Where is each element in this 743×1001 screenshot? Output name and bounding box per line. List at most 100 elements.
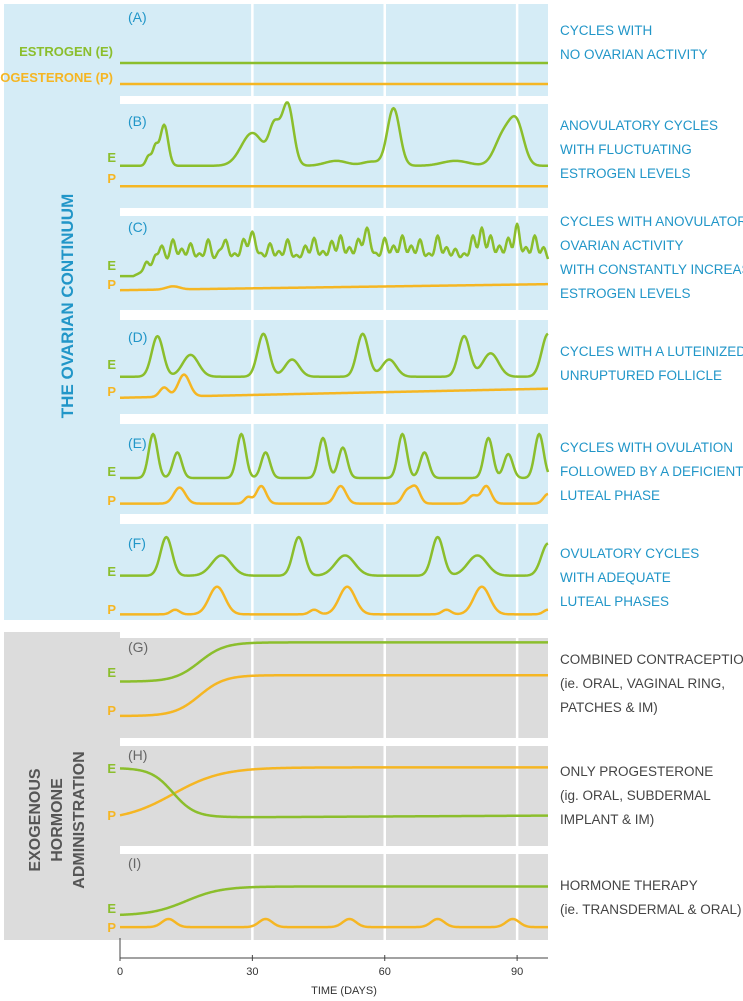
estrogen-line-c bbox=[119, 222, 550, 278]
progesterone-short-label: P bbox=[107, 808, 116, 823]
description-line: WITH FLUCTUATING bbox=[560, 142, 692, 157]
ovarian-group-band bbox=[4, 4, 120, 620]
description-line: (ig. ORAL, SUBDERMAL bbox=[560, 788, 711, 803]
description-line: NO OVARIAN ACTIVITY bbox=[560, 47, 708, 62]
progesterone-line-e bbox=[119, 484, 549, 505]
description-line: FOLLOWED BY A DEFICIENT bbox=[560, 464, 743, 479]
description-line: (ie. TRANSDERMAL & ORAL) bbox=[560, 902, 742, 917]
panel-description-c: CYCLES WITH ANOVULATORY OVARIAN ACTIVITY W… bbox=[560, 214, 743, 301]
panel-background bbox=[120, 216, 548, 310]
panel-letter-h: (H) bbox=[128, 747, 147, 763]
description-line: UNRUPTURED FOLLICLE bbox=[560, 368, 722, 383]
estrogen-line-h bbox=[119, 767, 549, 819]
panel-background bbox=[120, 746, 548, 846]
description-line: ESTROGEN LEVELS bbox=[560, 286, 691, 301]
panel-background bbox=[120, 638, 548, 738]
progesterone-line-i bbox=[119, 917, 549, 929]
x-tick-label: 30 bbox=[246, 966, 258, 978]
progesterone-short-label: P bbox=[107, 171, 116, 186]
description-line: LUTEAL PHASES bbox=[560, 594, 669, 609]
panel-letter-e: (E) bbox=[128, 435, 147, 451]
description-line: OVULATORY CYCLES bbox=[560, 546, 699, 561]
description-line: CYCLES WITH OVULATION bbox=[560, 440, 733, 455]
description-line: ESTROGEN LEVELS bbox=[560, 166, 691, 181]
estrogen-short-label: E bbox=[107, 564, 116, 579]
description-line: COMBINED CONTRACEPTION bbox=[560, 652, 743, 667]
description-line: WITH CONSTANTLY INCREASED bbox=[560, 262, 743, 277]
description-line: (ie. ORAL, VAGINAL RING, bbox=[560, 676, 725, 691]
panel-background bbox=[120, 320, 548, 414]
x-tick-label: 90 bbox=[511, 966, 523, 978]
estrogen-short-label: E bbox=[107, 150, 116, 165]
estrogen-line-g bbox=[119, 641, 549, 683]
panel-background bbox=[120, 104, 548, 208]
panel-letter-i: (I) bbox=[128, 855, 141, 871]
progesterone-line-f bbox=[119, 585, 549, 616]
legend-estrogen: ESTROGEN (E) bbox=[19, 44, 113, 59]
estrogen-line-b bbox=[119, 101, 549, 168]
exogenous-title-line: HORMONE bbox=[49, 778, 66, 862]
legend-progesterone: PROGESTERONE (P) bbox=[0, 70, 113, 85]
description-line: CYCLES WITH bbox=[560, 23, 652, 38]
panel-background bbox=[120, 424, 548, 514]
progesterone-short-label: P bbox=[107, 602, 116, 617]
exogenous-title-line: ADMINISTRATION bbox=[71, 751, 88, 888]
panel-letter-d: (D) bbox=[128, 329, 147, 345]
panel-description-f: OVULATORY CYCLES WITH ADEQUATE LUTEAL PHAS… bbox=[560, 546, 699, 609]
description-line: OVARIAN ACTIVITY bbox=[560, 238, 684, 253]
progesterone-short-label: P bbox=[107, 277, 116, 292]
panel-letter-c: (C) bbox=[128, 219, 147, 235]
progesterone-short-label: P bbox=[107, 493, 116, 508]
panel-description-h: ONLY PROGESTERONE (ig. ORAL, SUBDERMAL IMP… bbox=[560, 764, 713, 827]
description-line: CYCLES WITH ANOVULATORY bbox=[560, 214, 743, 229]
estrogen-short-label: E bbox=[107, 665, 116, 680]
estrogen-line-f bbox=[119, 535, 549, 577]
description-line: ONLY PROGESTERONE bbox=[560, 764, 713, 779]
x-axis-title: TIME (DAYS) bbox=[311, 985, 377, 997]
description-line: IMPLANT & IM) bbox=[560, 812, 654, 827]
exogenous-title: EXOGENOUS HORMONE ADMINISTRATION bbox=[27, 751, 88, 888]
progesterone-short-label: P bbox=[107, 920, 116, 935]
panel-letter-b: (B) bbox=[128, 113, 147, 129]
x-axis: 0 30 60 90 TIME (DAYS) bbox=[117, 938, 548, 997]
estrogen-short-label: E bbox=[107, 258, 116, 273]
estrogen-short-label: E bbox=[107, 357, 116, 372]
progesterone-line-g bbox=[119, 673, 549, 718]
panel-description-a: CYCLES WITH NO OVARIAN ACTIVITY bbox=[560, 23, 708, 62]
progesterone-short-label: P bbox=[107, 703, 116, 718]
exogenous-group-band bbox=[4, 632, 120, 940]
panel-description-d: CYCLES WITH A LUTEINIZED UNRUPTURED FOLLI… bbox=[560, 344, 743, 383]
panel-background bbox=[120, 524, 548, 620]
panel-letter-f: (F) bbox=[128, 535, 146, 551]
progesterone-line-c bbox=[119, 282, 549, 292]
description-line: PATCHES & IM) bbox=[560, 700, 658, 715]
estrogen-short-label: E bbox=[107, 464, 116, 479]
panel-letter-a: (A) bbox=[128, 9, 147, 25]
description-line: HORMONE THERAPY bbox=[560, 878, 698, 893]
ovarian-continuum-title: THE OVARIAN CONTINUUM bbox=[58, 194, 77, 418]
panel-description-e: CYCLES WITH OVULATION FOLLOWED BY A DEFIC… bbox=[560, 440, 743, 503]
progesterone-line-d bbox=[119, 373, 549, 400]
progesterone-short-label: P bbox=[107, 384, 116, 399]
estrogen-line-e bbox=[119, 432, 550, 480]
gridlines bbox=[251, 4, 519, 940]
exogenous-title-line: EXOGENOUS bbox=[27, 768, 44, 871]
panel-description-b: ANOVULATORY CYCLES WITH FLUCTUATING ESTROG… bbox=[560, 118, 718, 181]
description-line: CYCLES WITH A LUTEINIZED bbox=[560, 344, 743, 359]
panel-background bbox=[120, 4, 548, 96]
x-tick-label: 0 bbox=[117, 966, 123, 978]
estrogen-line-i bbox=[119, 885, 549, 917]
estrogen-short-label: E bbox=[107, 761, 116, 776]
panel-description-g: COMBINED CONTRACEPTION (ie. ORAL, VAGINAL… bbox=[560, 652, 743, 715]
panel-description-i: HORMONE THERAPY (ie. TRANSDERMAL & ORAL) bbox=[560, 878, 742, 917]
panel-letter-g: (G) bbox=[128, 639, 148, 655]
progesterone-line-h bbox=[119, 766, 549, 817]
estrogen-short-label: E bbox=[107, 901, 116, 916]
description-line: ANOVULATORY CYCLES bbox=[560, 118, 718, 133]
chart-series bbox=[119, 61, 550, 929]
estrogen-line-d bbox=[119, 332, 549, 378]
x-tick-label: 60 bbox=[379, 966, 391, 978]
description-line: WITH ADEQUATE bbox=[560, 570, 671, 585]
